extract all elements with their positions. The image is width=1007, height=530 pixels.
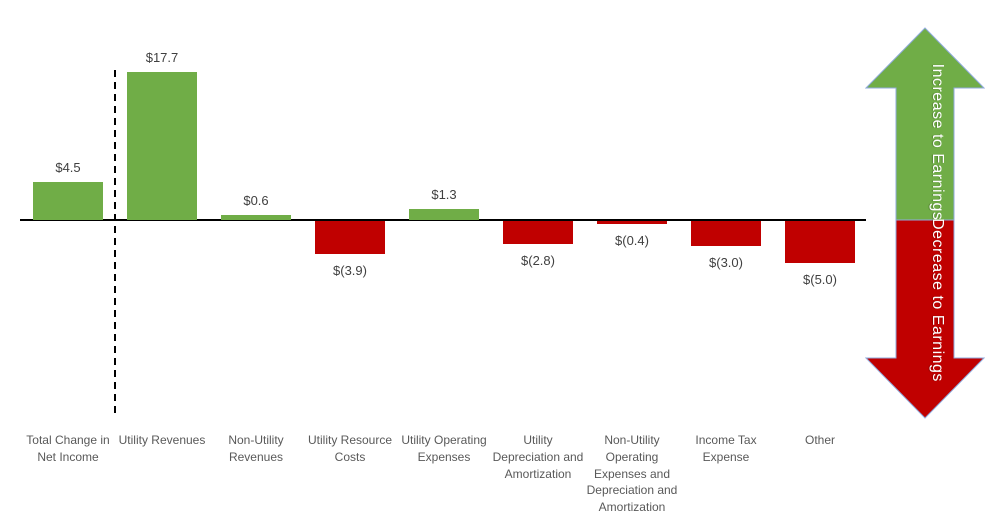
bar-5 — [503, 221, 573, 245]
bar-8 — [785, 221, 855, 263]
category-label-4: Utility Operating Expenses — [401, 433, 487, 464]
value-label-3: $(3.9) — [333, 262, 367, 278]
value-label-4: $1.3 — [431, 187, 457, 203]
category-label-2: Non-Utility Revenues — [228, 433, 284, 464]
decrease-arrow-shape — [865, 219, 985, 419]
bar-3 — [315, 221, 385, 254]
value-label-7: $(3.0) — [709, 255, 743, 271]
increase-arrow-label: Increase to Earnings — [929, 63, 946, 221]
value-label-6: $(0.4) — [615, 233, 649, 249]
value-label-8: $(5.0) — [803, 271, 837, 287]
earnings-direction-arrows — [865, 27, 985, 419]
value-label-2: $0.6 — [243, 192, 269, 208]
category-label-7: Income Tax Expense — [695, 433, 757, 464]
value-label-5: $(2.8) — [521, 253, 555, 269]
value-label-0: $4.5 — [55, 160, 81, 176]
category-label-1: Utility Revenues — [118, 433, 206, 447]
x-axis-line — [20, 219, 866, 221]
bar-6 — [597, 221, 667, 225]
bar-2 — [221, 214, 291, 220]
decrease-arrow-label: Decrease to Earnings — [929, 218, 946, 382]
bar-7 — [691, 221, 761, 247]
category-label-8: Other — [804, 433, 835, 447]
bar-1 — [127, 72, 197, 220]
bar-4 — [409, 209, 479, 220]
category-label-0: Total Change in Net Income — [26, 433, 110, 464]
value-label-1: $17.7 — [145, 50, 179, 66]
category-label-6: Non-Utility Operating Expenses and Depre… — [586, 433, 678, 515]
dashed-separator-line — [114, 70, 116, 417]
category-label-5: Utility Depreciation and Amortization — [492, 433, 584, 481]
category-label-3: Utility Resource Costs — [307, 433, 393, 464]
bar-0 — [33, 182, 103, 220]
